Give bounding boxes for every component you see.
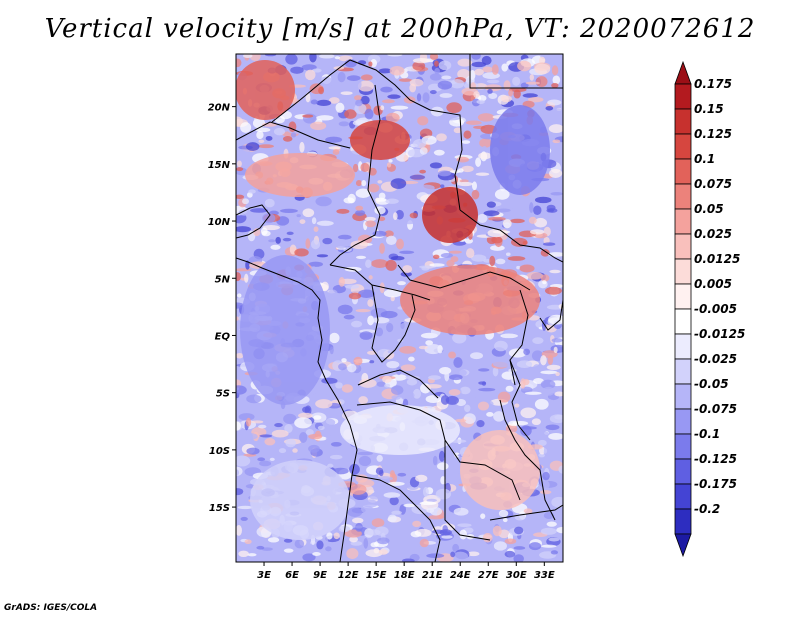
colorbar-swatch <box>674 258 692 285</box>
colorbar-label: -0.0125 <box>694 327 745 341</box>
colorbar-swatch <box>674 358 692 385</box>
grads-credit: GrADS: IGES/COLA <box>4 603 98 613</box>
lat-tick-label: 5N <box>215 274 231 285</box>
colorbar-swatch <box>674 83 692 110</box>
colorbar-label: 0.175 <box>694 77 732 91</box>
colorbar-label: -0.2 <box>694 502 720 516</box>
lon-tick-label: 15E <box>366 570 387 581</box>
lat-tick-label: 20N <box>208 103 231 114</box>
vertical-velocity-field <box>236 54 563 562</box>
colorbar-swatch <box>674 508 692 535</box>
lon-tick-label: 3E <box>257 570 271 581</box>
colorbar-swatch <box>674 483 692 510</box>
lon-tick-label: 24E <box>450 570 471 581</box>
colorbar-label: 0.05 <box>694 202 724 216</box>
lat-tick-label: 10N <box>208 217 231 228</box>
lat-tick-label: 5S <box>216 389 230 400</box>
latitude-axis: 20N 15N 10N 5N EQ 5S 10S 15S <box>208 103 236 514</box>
colorbar-label: 0.1 <box>694 152 715 166</box>
colorbar-max-arrow <box>674 60 692 85</box>
lon-tick-label: 33E <box>534 570 555 581</box>
colorbar-swatch <box>674 208 692 235</box>
lat-tick-label: EQ <box>215 331 231 342</box>
lon-tick-label: 21E <box>422 570 443 581</box>
colorbar-swatch <box>674 333 692 360</box>
colorbar-swatch <box>674 158 692 185</box>
longitude-axis: 3E 6E 9E 12E 15E 18E 21E 24E 27E 30E 33E <box>257 562 555 581</box>
lon-tick-label: 18E <box>394 570 415 581</box>
lat-tick-label: 15S <box>209 503 230 514</box>
colorbar-min-arrow <box>674 533 692 558</box>
colorbar-label: -0.1 <box>694 427 720 441</box>
lon-tick-label: 30E <box>506 570 527 581</box>
map-title: Vertical velocity [m/s] at 200hPa, VT: 2… <box>44 14 756 44</box>
lon-tick-label: 6E <box>285 570 299 581</box>
colorbar-swatch <box>674 133 692 160</box>
colorbar-swatch <box>674 183 692 210</box>
colorbar-swatch <box>674 308 692 335</box>
colorbar-swatch <box>674 233 692 260</box>
colorbar-swatch <box>674 408 692 435</box>
lon-tick-label: 9E <box>313 570 327 581</box>
colorbar-label: -0.075 <box>694 402 737 416</box>
colorbar-swatch <box>674 108 692 135</box>
lat-tick-label: 10S <box>209 446 230 457</box>
lat-tick-label: 15N <box>208 160 231 171</box>
country-borders <box>236 54 563 562</box>
colorbar-label: 0.15 <box>694 102 724 116</box>
colorbar-label: 0.125 <box>694 127 732 141</box>
colorbar-swatch <box>674 283 692 310</box>
colorbar: 0.175 0.15 0.125 0.1 0.075 0.05 0.025 0.0125 0.0… <box>674 60 745 558</box>
colorbar-swatch <box>674 458 692 485</box>
lon-tick-label: 12E <box>338 570 359 581</box>
colorbar-swatch <box>674 383 692 410</box>
colorbar-swatch <box>674 433 692 460</box>
colorbar-label: 0.0125 <box>694 252 740 266</box>
colorbar-label: 0.005 <box>694 277 732 291</box>
lon-tick-label: 27E <box>478 570 499 581</box>
colorbar-label: -0.125 <box>694 452 737 466</box>
map-frame <box>235 53 564 563</box>
colorbar-label: -0.005 <box>694 302 737 316</box>
colorbar-label: 0.075 <box>694 177 732 191</box>
colorbar-label: -0.175 <box>694 477 737 491</box>
colorbar-label: -0.025 <box>694 352 737 366</box>
colorbar-label: -0.05 <box>694 377 729 391</box>
colorbar-label: 0.025 <box>694 227 732 241</box>
map-figure: 20N 15N 10N 5N EQ 5S 10S 15S 3E 6E 9E 12E 15E 18E 21E… <box>208 53 745 581</box>
